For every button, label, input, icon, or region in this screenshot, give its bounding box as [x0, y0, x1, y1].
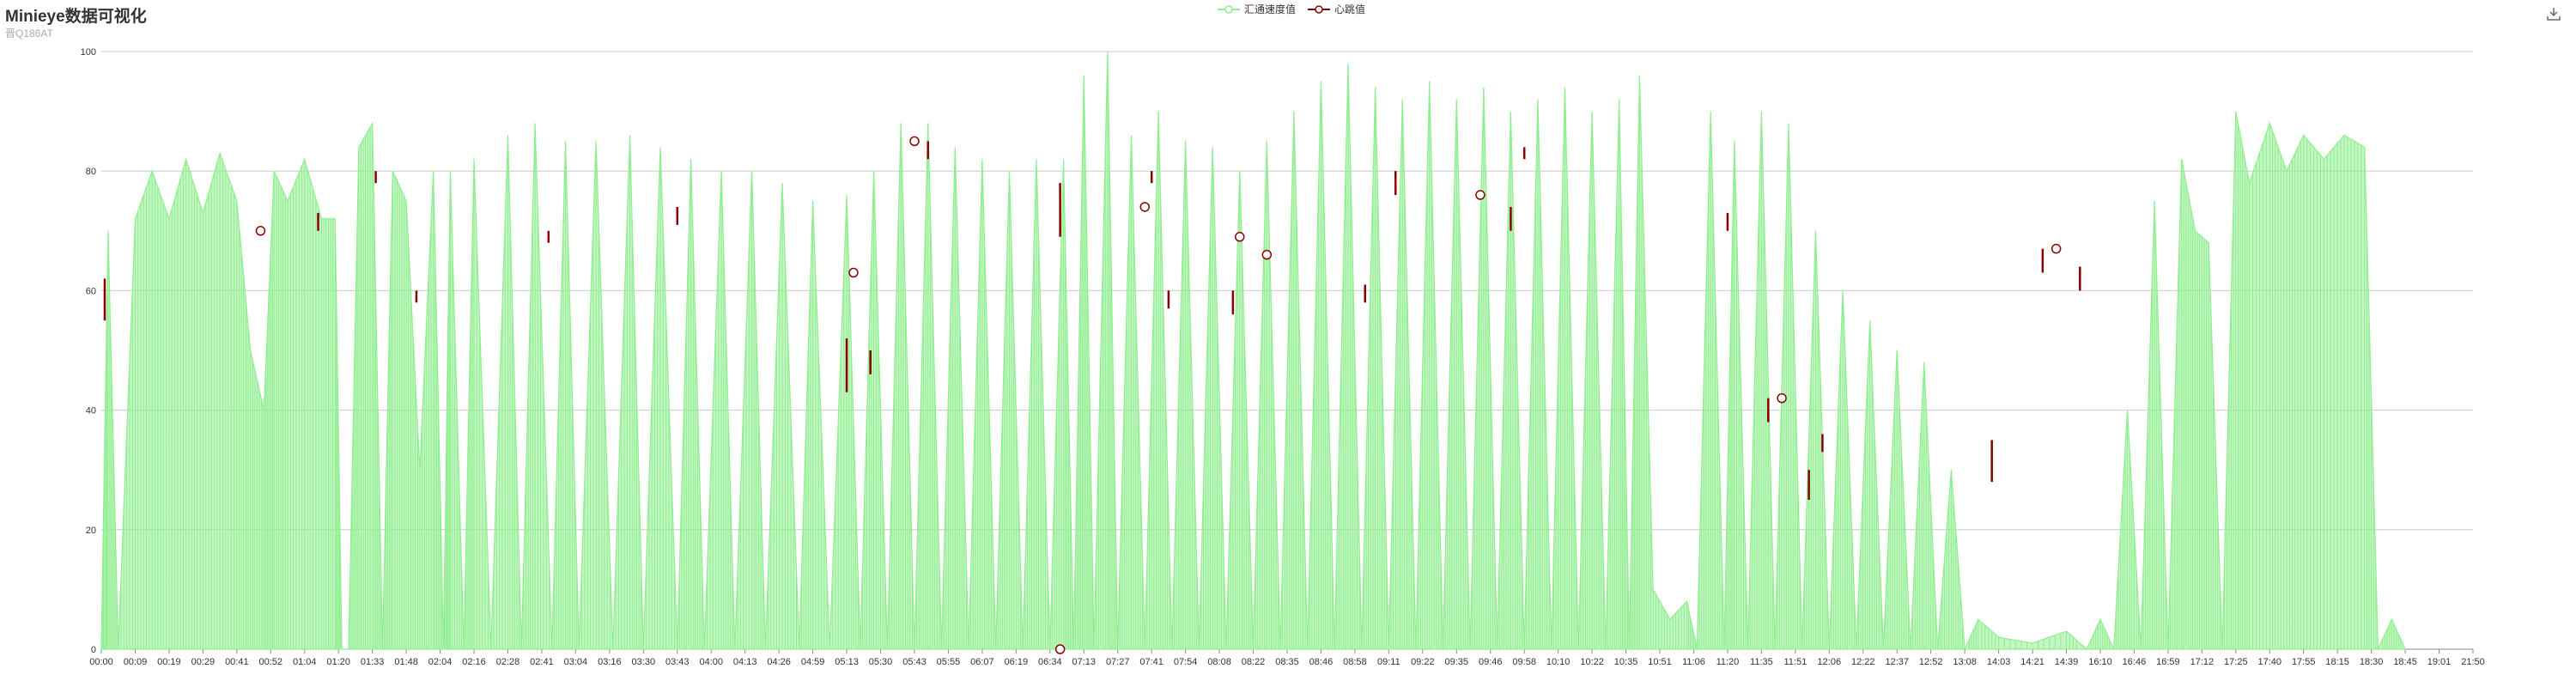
x-tick-label: 09:35 [1445, 657, 1469, 667]
x-tick-label: 14:39 [2055, 657, 2079, 667]
x-tick-label: 07:41 [1139, 657, 1163, 667]
x-tick-label: 01:20 [326, 657, 350, 667]
x-tick-label: 00:52 [259, 657, 283, 667]
x-tick-label: 05:13 [835, 657, 859, 667]
heartbeat-point [255, 226, 266, 236]
x-tick-label: 00:29 [191, 657, 216, 667]
x-tick-label: 14:21 [2020, 657, 2044, 667]
x-tick-label: 13:08 [1953, 657, 1977, 667]
page-subtitle: 晋Q186AT [5, 27, 53, 40]
x-tick-label: 10:10 [1546, 657, 1571, 667]
download-icon[interactable] [2545, 5, 2562, 22]
x-tick-label: 10:51 [1648, 657, 1672, 667]
x-tick-label: 21:50 [2461, 657, 2485, 667]
x-tick-label: 03:30 [632, 657, 656, 667]
chart-legend: 汇通速度值 心跳值 [1218, 2, 1365, 16]
heartbeat-point [1235, 232, 1245, 242]
x-tick-label: 02:04 [428, 657, 453, 667]
x-tick-label: 02:16 [462, 657, 486, 667]
x-tick-label: 00:41 [225, 657, 249, 667]
x-tick-label: 08:46 [1309, 657, 1334, 667]
x-tick-label: 09:22 [1411, 657, 1435, 667]
y-tick-label: 80 [86, 167, 96, 177]
heartbeat-point [1054, 644, 1066, 654]
legend-heartbeat-swatch [1308, 4, 1331, 14]
x-tick-label: 04:59 [801, 657, 825, 667]
x-tick-label: 07:54 [1174, 657, 1198, 667]
x-tick-label: 00:09 [124, 657, 148, 667]
x-tick-label: 16:59 [2156, 657, 2180, 667]
x-tick-label: 00:00 [89, 657, 113, 667]
x-tick-label: 09:11 [1377, 657, 1400, 667]
x-tick-label: 10:22 [1580, 657, 1604, 667]
x-tick-label: 17:25 [2224, 657, 2248, 667]
x-tick-label: 04:26 [767, 657, 791, 667]
x-tick-label: 11:35 [1750, 657, 1773, 667]
heartbeat-point [2050, 243, 2062, 254]
legend-item-heartbeat[interactable]: 心跳值 [1308, 2, 1365, 16]
x-tick-label: 08:08 [1207, 657, 1231, 667]
x-tick-label: 11:20 [1716, 657, 1740, 667]
y-tick-label: 60 [86, 286, 96, 296]
x-tick-label: 12:52 [1919, 657, 1943, 667]
x-tick-label: 16:46 [2123, 657, 2147, 667]
x-tick-label: 07:27 [1106, 657, 1130, 667]
x-tick-label: 06:07 [970, 657, 994, 667]
legend-speed-swatch [1218, 4, 1240, 14]
x-tick-label: 02:28 [496, 657, 520, 667]
x-tick-label: 11:06 [1682, 657, 1705, 667]
speed-series-line [101, 52, 2402, 649]
x-tick-label: 19:01 [2427, 657, 2451, 667]
x-tick-label: 07:13 [1072, 657, 1096, 667]
x-tick-label: 03:43 [665, 657, 690, 667]
x-tick-label: 01:48 [394, 657, 418, 667]
heartbeat-point [1139, 202, 1151, 212]
x-tick-label: 11:51 [1783, 657, 1807, 667]
x-tick-label: 05:43 [902, 657, 927, 667]
x-tick-label: 04:00 [699, 657, 723, 667]
y-tick-label: 0 [91, 645, 96, 655]
x-tick-label: 12:06 [1818, 657, 1842, 667]
x-tick-label: 18:45 [2393, 657, 2417, 667]
x-tick-label: 17:40 [2257, 657, 2281, 667]
x-tick-label: 04:13 [733, 657, 757, 667]
x-tick-label: 05:30 [869, 657, 893, 667]
x-tick-label: 16:10 [2088, 657, 2112, 667]
x-tick-label: 08:58 [1343, 657, 1367, 667]
heartbeat-point [1475, 190, 1485, 200]
x-tick-label: 03:16 [598, 657, 622, 667]
x-tick-label: 01:04 [293, 657, 317, 667]
x-tick-label: 12:37 [1885, 657, 1909, 667]
x-tick-label: 18:30 [2360, 657, 2384, 667]
x-tick-label: 05:55 [937, 657, 961, 667]
x-tick-label: 17:12 [2190, 657, 2215, 667]
x-tick-label: 10:35 [1614, 657, 1638, 667]
x-tick-label: 01:33 [361, 657, 385, 667]
x-tick-label: 02:41 [530, 657, 554, 667]
heartbeat-point [1777, 392, 1787, 404]
y-tick-label: 40 [86, 406, 96, 416]
x-tick-label: 06:19 [1005, 657, 1029, 667]
y-tick-label: 100 [81, 47, 96, 58]
heartbeat-point [848, 267, 859, 278]
heartbeat-point [909, 136, 920, 147]
x-tick-label: 03:04 [564, 657, 588, 667]
x-tick-label: 18:15 [2325, 657, 2349, 667]
y-tick-label: 20 [86, 526, 96, 536]
x-tick-label: 09:58 [1512, 657, 1536, 667]
legend-item-speed[interactable]: 汇通速度值 [1218, 2, 1296, 16]
x-tick-label: 14:03 [1987, 657, 2011, 667]
page-title: Minieye数据可视化 [5, 8, 147, 26]
x-tick-label: 08:22 [1242, 657, 1266, 667]
x-tick-label: 00:19 [157, 657, 181, 667]
legend-heartbeat-label: 心跳值 [1334, 3, 1366, 15]
x-tick-label: 08:35 [1275, 657, 1299, 667]
legend-speed-label: 汇通速度值 [1244, 3, 1297, 15]
x-tick-label: 09:46 [1479, 657, 1503, 667]
x-tick-label: 12:22 [1851, 657, 1875, 667]
heartbeat-point [1261, 249, 1273, 260]
x-tick-label: 06:34 [1038, 657, 1062, 667]
x-tick-label: 17:55 [2292, 657, 2316, 667]
